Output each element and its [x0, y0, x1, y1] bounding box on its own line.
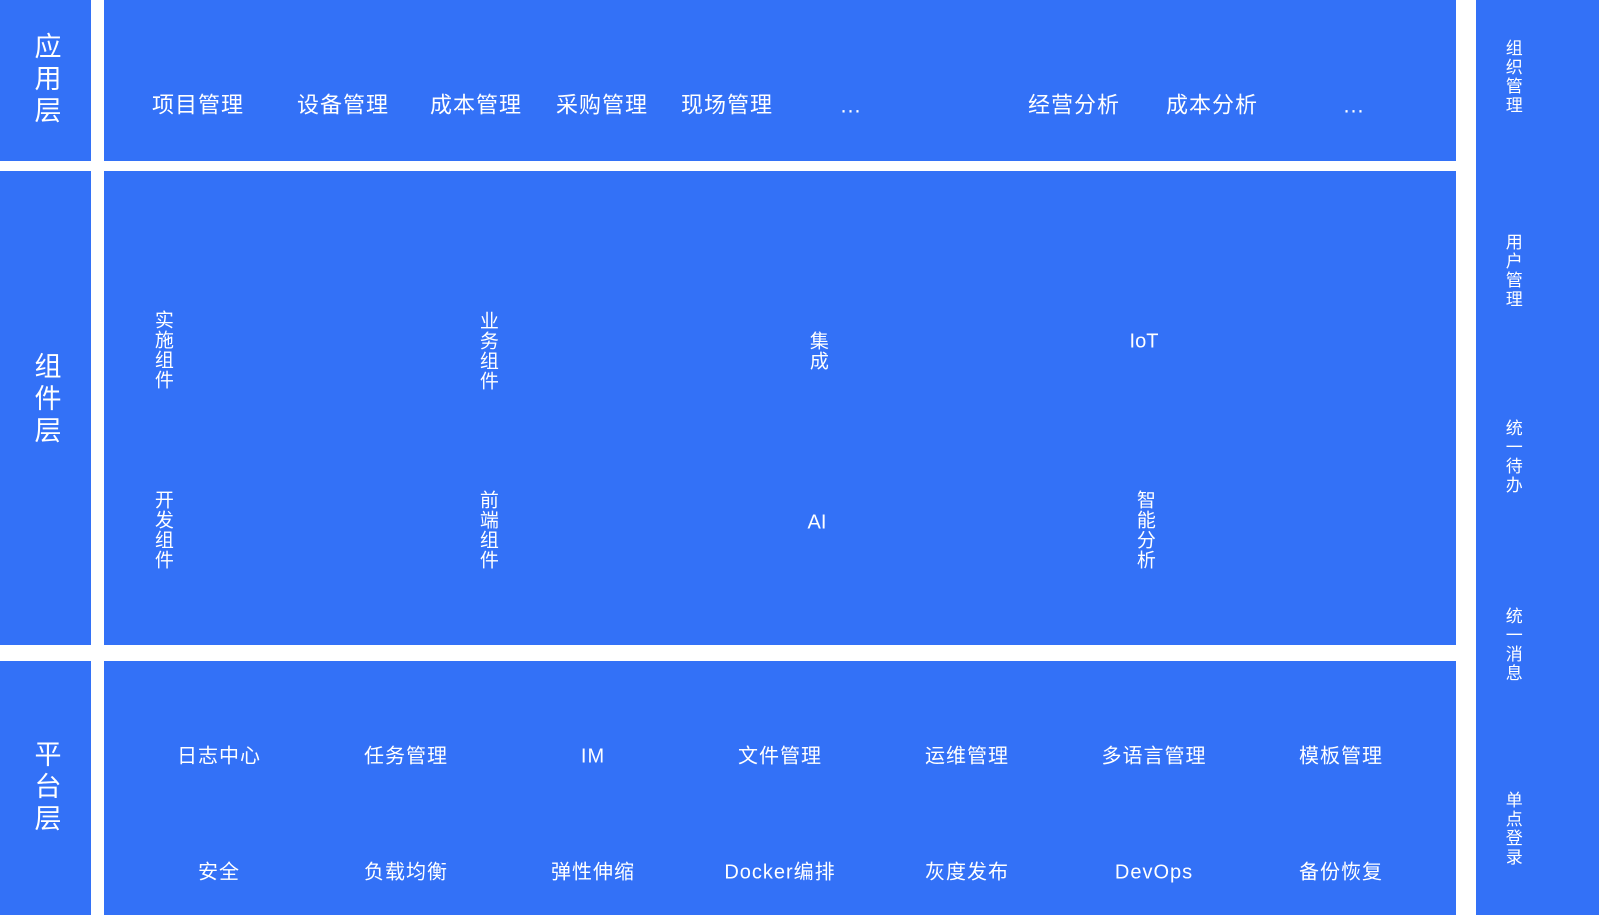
- platform-item: 灰度发布: [925, 861, 1009, 884]
- platform-layer-panel: 日志中心 任务管理 IM 文件管理 运维管理 多语言管理 模板管理安全 负载均衡 弹性伸缩 Doc…: [104, 661, 1456, 915]
- platform-item: 弹性伸缩: [551, 861, 635, 884]
- component-item: 集成: [806, 331, 828, 371]
- platform-item: 安全: [198, 861, 240, 884]
- right-rail-item: 组织管理: [1502, 39, 1522, 115]
- left-rail-app-layer-panel: 应用层: [0, 0, 91, 161]
- app-item: 设备管理: [296, 92, 390, 118]
- component-item: 开发组件: [151, 490, 173, 570]
- component-item: AI: [807, 511, 827, 534]
- platform-item: 日志中心: [177, 745, 261, 768]
- app-item: 成本管理: [429, 92, 523, 118]
- right-rail-item: 用户管理: [1502, 233, 1522, 309]
- platform-item: 负载均衡: [364, 861, 448, 884]
- app-item: 经营分析: [1027, 92, 1121, 118]
- component-item: 实施组件: [151, 310, 173, 390]
- platform-item: 运维管理: [925, 745, 1009, 768]
- left-rail-component-layer-panel: 组件层: [0, 171, 91, 645]
- platform-item: 任务管理: [364, 745, 448, 768]
- platform-item: 模板管理: [1299, 745, 1383, 768]
- component-layer-rail-label: 组件层: [30, 352, 61, 448]
- app-item: …: [1342, 92, 1366, 118]
- component-item: 业务组件: [476, 311, 498, 391]
- app-layer-rail-label: 应用层: [30, 32, 61, 128]
- left-rail-platform-layer-panel: 平台层: [0, 661, 91, 915]
- platform-item: IM: [580, 745, 606, 768]
- platform-item: DevOps: [1114, 861, 1194, 884]
- platform-item: 文件管理: [738, 745, 822, 768]
- component-item: IoT: [1129, 330, 1159, 353]
- app-item: 成本分析: [1165, 92, 1259, 118]
- app-item: 项目管理: [151, 92, 245, 118]
- platform-item: 备份恢复: [1299, 861, 1383, 884]
- right-rail-panel: 组织管理用户管理统一待办统一消息单点登录: [1476, 0, 1599, 915]
- app-item: 现场管理: [680, 92, 774, 118]
- component-item: 智能分析: [1133, 490, 1155, 570]
- right-rail-item: 统一待办: [1502, 419, 1522, 495]
- platform-layer-rail-label: 平台层: [30, 740, 61, 836]
- right-rail-item: 单点登录: [1502, 791, 1522, 867]
- component-layer-panel: 实施组件 业务组件 集成 IoT 开发组件 前端组件 AI 智能分析: [104, 171, 1456, 645]
- platform-item: 多语言管理: [1101, 745, 1207, 768]
- right-rail-item: 统一消息: [1502, 607, 1522, 683]
- platform-item: Docker编排: [724, 861, 836, 884]
- app-item: 采购管理: [555, 92, 649, 118]
- app-item: …: [839, 92, 863, 118]
- component-item: 前端组件: [476, 490, 498, 570]
- app-layer-panel: 项目管理 设备管理 成本管理 采购管理 现场管理 … 经营分析 成本分析 …: [104, 0, 1456, 161]
